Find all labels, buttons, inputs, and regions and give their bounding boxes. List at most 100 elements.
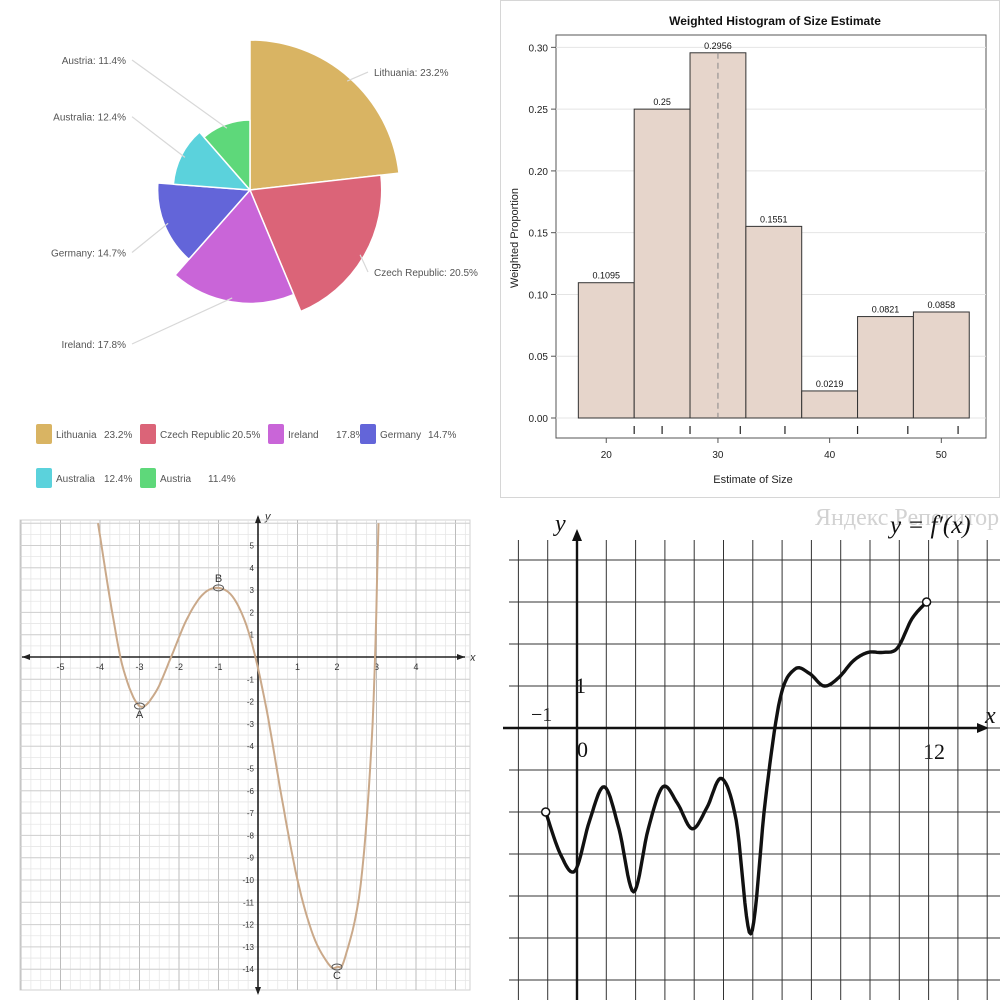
graph-point-marker (134, 702, 145, 710)
graph-y-tick-label: -4 (247, 742, 255, 751)
pie-chart: Lithuania: 23.2% Czech Republic: 20.5% Ire… (36, 39, 478, 488)
legend-value: 17.8% (336, 430, 364, 441)
graph-y-tick-label: 5 (250, 542, 255, 551)
derivative-graph-panel: Яндекс Репетитор y = f′(x) x y −1 0 1 12 (495, 505, 1000, 1000)
legend-label: Germany (380, 430, 421, 441)
legend-value: 11.4% (208, 474, 236, 485)
graph-y-tick-label: -6 (247, 787, 255, 796)
watermark: Яндекс Репетитор (815, 505, 999, 531)
derivative-graph: Яндекс Репетитор y = f′(x) x y −1 0 1 12 (503, 505, 1000, 1000)
graph-x-tick-label: 3 (374, 662, 379, 672)
graph-y-axis-arrow (255, 515, 261, 523)
histogram-bar (801, 390, 859, 419)
derivative-curve (544, 600, 929, 936)
legend-swatch (360, 424, 376, 444)
histogram-bar (745, 225, 803, 419)
graph-x-tick-label: -4 (96, 662, 104, 672)
pie-slice-austria (203, 119, 251, 191)
histogram-y-tick-label: 0.20 (529, 167, 549, 178)
function-graph: x y -5 -4 -3 -2 -1 1 2 3 454321-1-2-3-4-5-6-7-8-… (19, 511, 476, 995)
graph-y-tick-label: -14 (242, 965, 254, 974)
legend-label: Australia (56, 474, 95, 485)
legend-value: 14.7% (428, 430, 456, 441)
function-graph-panel: x y -5 -4 -3 -2 -1 1 2 3 4 5 4 3 2 1 -1 -2 -3 -4 -5 -6 -7 -8-… (0, 505, 490, 1000)
legend-swatch (140, 468, 156, 488)
graph-x-tick-label: 1 (295, 662, 300, 672)
graph-point-label: A (136, 709, 144, 721)
graph-y-tick-label: -2 (247, 698, 255, 707)
histogram-y-tick-label: 0.05 (529, 352, 549, 363)
derivative-y-axis-arrow (572, 529, 582, 541)
graph-point-marker (331, 963, 343, 971)
histogram-chart: Weighted Histogram of Size Estimate Esti… (500, 0, 1000, 498)
legend-swatch (36, 424, 52, 444)
histogram-x-tick-label: 50 (936, 450, 948, 461)
graph-y-tick-label: 2 (250, 608, 255, 617)
pie-slice-label: Germany: 14.7% (51, 249, 126, 260)
legend-swatch (268, 424, 284, 444)
graph-point-label: C (333, 970, 341, 982)
derivative-graph-title: y = f′(x) (887, 512, 971, 539)
graph-y-tick-label: 4 (250, 564, 255, 573)
pie-leader-line (131, 222, 169, 253)
histogram-bar-label: 0.0219 (816, 379, 844, 389)
pie-slice-label: Lithuania: 23.2% (374, 68, 449, 79)
histogram-bar (577, 282, 635, 419)
label-minus-one: −1 (531, 704, 552, 726)
pie-slice-australia (172, 131, 251, 191)
graph-y-tick-label: -5 (247, 765, 255, 774)
graph-x-tick-label: -5 (56, 662, 64, 672)
legend-label: Lithuania (56, 430, 97, 441)
pie-chart-panel: Lithuania: 23.2% Czech Republic: 20.5% Ire… (0, 0, 495, 505)
pie-slice-label: Ireland: 17.8% (62, 340, 127, 351)
pie-leader-line (359, 254, 369, 273)
graph-point-label: B (215, 573, 222, 585)
histogram-bar (633, 108, 691, 419)
histogram-y-tick-label: 0.10 (529, 290, 549, 301)
histogram-y-tick-label: 0.15 (529, 229, 549, 240)
histogram-panel: Weighted Histogram of Size Estimate Esti… (500, 0, 1000, 500)
histogram-x-tick-label: 40 (824, 450, 836, 461)
graph-frame (19, 519, 471, 991)
histogram-bar-label: 0.1095 (592, 271, 620, 281)
pie-slice-label: Austria: 11.4% (62, 56, 126, 67)
legend-swatch (140, 424, 156, 444)
histogram-x-axis-label: Estimate of Size (713, 474, 792, 486)
histogram-bar-label: 0.0821 (872, 305, 900, 315)
histogram-y-tick-label: 0.30 (529, 43, 549, 54)
histogram-y-tick-label: 0.25 (529, 105, 549, 116)
graph-y-tick-label: -7 (247, 809, 255, 818)
graph-y-tick-label: -9 (247, 854, 255, 863)
derivative-x-axis-label: x (984, 703, 996, 729)
pie-slice-czech-republic (249, 174, 383, 313)
pie-slice-ireland (174, 189, 295, 305)
legend-swatch (36, 468, 52, 488)
pie-leader-line (131, 297, 233, 345)
derivative-open-endpoint (921, 597, 932, 607)
legend-value: 23.2% (104, 430, 132, 441)
graph-y-tick-label: -3 (247, 720, 255, 729)
graph-y-tick-label: -12 (242, 921, 254, 930)
label-twelve: 12 (923, 739, 945, 764)
derivative-x-axis-arrow (977, 723, 989, 733)
histogram-bar-label: 0.1551 (760, 214, 788, 224)
label-zero: 0 (577, 737, 588, 762)
graph-y-axis-arrow-down (255, 987, 261, 995)
pie-slice-lithuania (249, 39, 400, 191)
pie-leader-line (131, 116, 186, 158)
pie-slice-germany (156, 182, 251, 261)
graph-y-tick-label: -13 (242, 943, 254, 952)
histogram-y-axis-label: Weighted Proportion (509, 188, 521, 288)
graph-x-axis-label: x (469, 652, 476, 664)
pie-slice-label: Australia: 12.4% (53, 113, 126, 124)
histogram-y-tick-label: 0.00 (529, 414, 549, 425)
histogram-bar-label: 0.25 (653, 97, 671, 107)
graph-y-tick-label: -10 (242, 876, 254, 885)
histogram-bar-label: 0.2956 (704, 41, 732, 51)
pie-slice-label: Czech Republic: 20.5% (374, 268, 478, 279)
graph-y-tick-label: 3 (250, 586, 255, 595)
legend-value: 12.4% (104, 474, 132, 485)
graph-x-tick-label: 2 (334, 662, 339, 672)
legend-label: Czech Republic (160, 430, 230, 441)
graph-x-tick-label: -1 (214, 662, 222, 672)
